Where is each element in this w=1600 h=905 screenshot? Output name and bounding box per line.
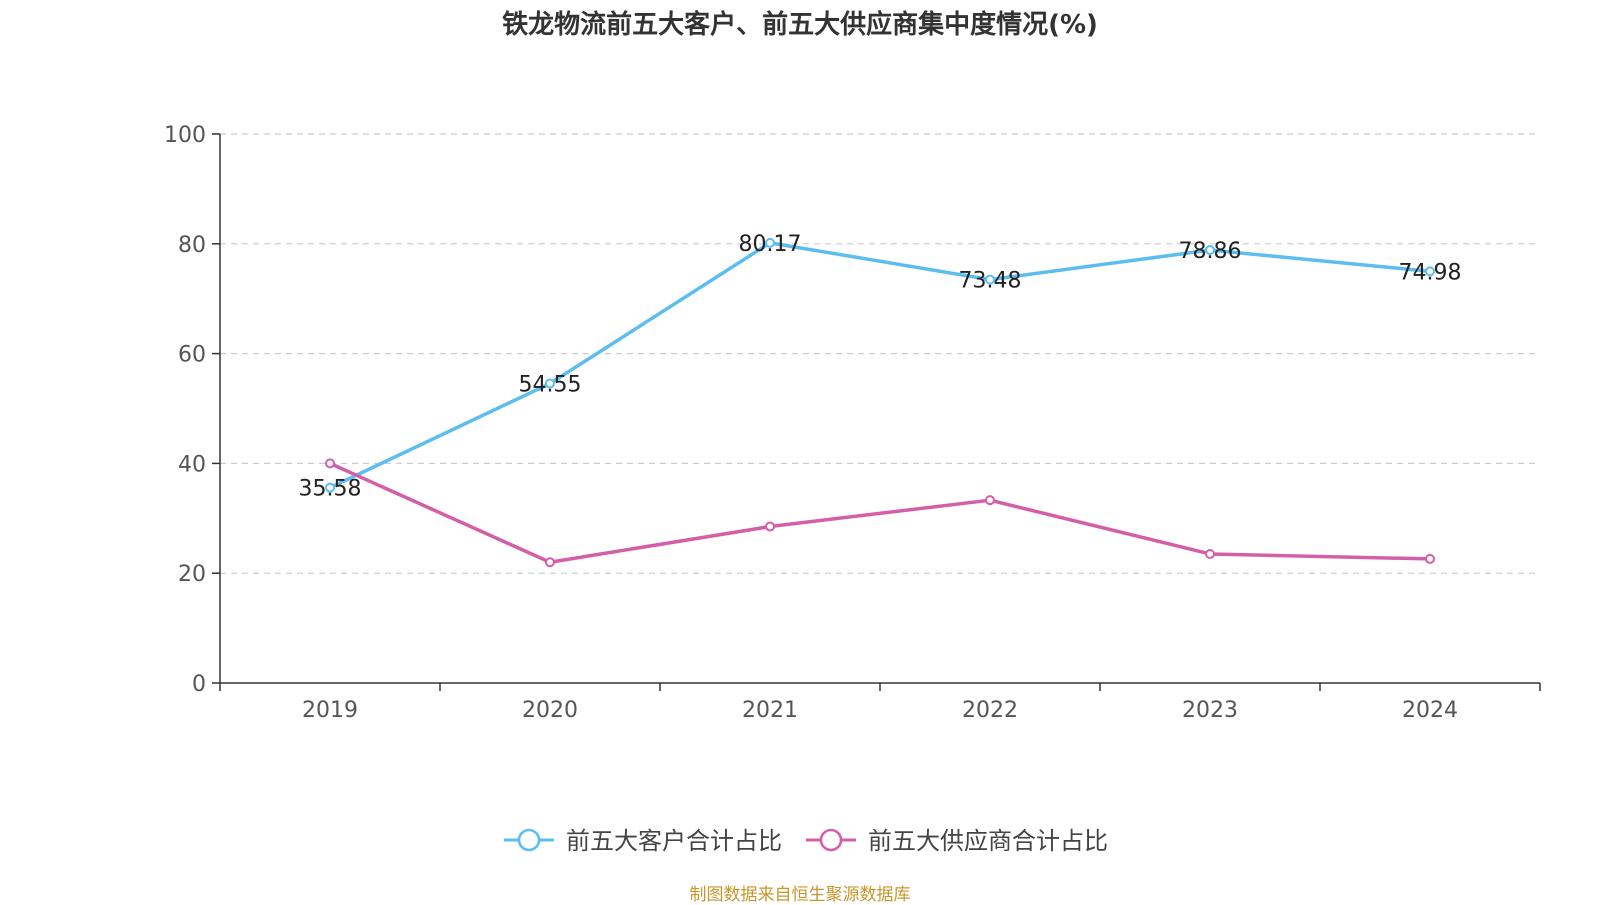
y-tick-label: 60 — [178, 343, 206, 368]
x-tick-label: 2024 — [1402, 698, 1458, 723]
data-label: 80.17 — [739, 232, 802, 257]
data-point — [1425, 266, 1435, 277]
data-point — [985, 495, 995, 506]
y-axis-ticks: 0 20 40 60 80 100 — [164, 123, 220, 697]
data-point — [325, 458, 335, 469]
data-label: 54.55 — [519, 373, 582, 398]
data-labels: 35.58 54.55 80.17 73.48 78.86 74.98 — [299, 232, 1462, 502]
data-label: 74.98 — [1399, 260, 1462, 285]
data-point — [1205, 548, 1215, 559]
data-label: 35.58 — [299, 477, 362, 502]
legend-label: 前五大供应商合计占比 — [868, 827, 1108, 855]
series-layer — [325, 237, 1435, 568]
data-point — [1425, 553, 1435, 564]
y-tick-label: 0 — [192, 672, 206, 697]
legend[interactable]: 前五大客户合计占比 前五大供应商合计占比 — [504, 827, 1108, 855]
y-tick-label: 80 — [178, 233, 206, 258]
series-line-1 — [329, 241, 1431, 490]
data-point — [765, 521, 775, 532]
chart-title: 铁龙物流前五大客户、前五大供应商集中度情况(%) — [502, 10, 1098, 40]
legend-item-1[interactable]: 前五大客户合计占比 — [504, 827, 782, 855]
x-tick-label: 2021 — [742, 698, 798, 723]
data-point — [985, 274, 995, 285]
x-axis-ticks: 2019 2020 2021 2022 2023 2024 — [219, 683, 1541, 723]
x-tick-label: 2022 — [962, 698, 1018, 723]
data-point — [545, 557, 555, 568]
source-note: 制图数据来自恒生聚源数据库 — [689, 885, 911, 905]
legend-marker — [819, 828, 843, 852]
series-line-2 — [329, 461, 1431, 564]
legend-marker — [517, 828, 541, 852]
grid-lines — [220, 133, 1540, 574]
data-label: 78.86 — [1179, 239, 1242, 264]
x-tick-label: 2019 — [302, 698, 358, 723]
data-point — [765, 237, 775, 248]
y-tick-label: 40 — [178, 452, 206, 477]
legend-label: 前五大客户合计占比 — [566, 827, 782, 855]
data-label: 73.48 — [959, 269, 1022, 294]
legend-item-2[interactable]: 前五大供应商合计占比 — [806, 827, 1108, 855]
x-tick-label: 2023 — [1182, 698, 1238, 723]
y-tick-label: 20 — [178, 562, 206, 587]
x-tick-label: 2020 — [522, 698, 578, 723]
y-tick-label: 100 — [164, 123, 206, 148]
data-point — [1205, 245, 1215, 256]
axes — [219, 134, 1540, 684]
data-point — [325, 482, 335, 493]
data-point — [545, 378, 555, 389]
